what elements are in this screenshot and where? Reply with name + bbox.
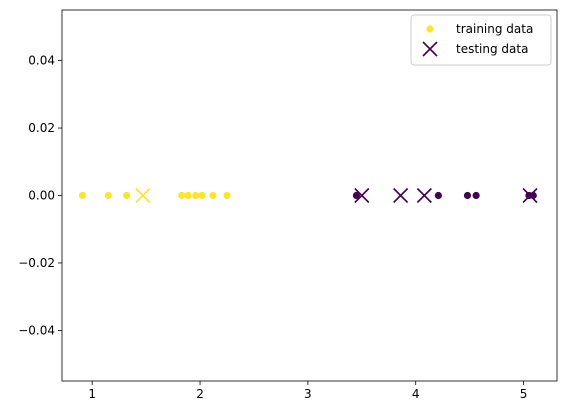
testing-point xyxy=(135,187,151,204)
x-marker-stroke xyxy=(393,187,409,204)
x-tick-label: 2 xyxy=(196,387,204,401)
x-tick-label: 5 xyxy=(520,387,528,401)
testing-point xyxy=(522,187,538,204)
training-point xyxy=(104,191,112,200)
x-axis-ticks: 1 2 3 4 5 xyxy=(88,381,527,401)
testing-point xyxy=(393,187,409,204)
training-point xyxy=(223,191,231,200)
legend-training-marker xyxy=(426,25,434,33)
y-tick-label: 0.02 xyxy=(28,121,55,135)
training-point xyxy=(123,191,131,200)
x-marker-stroke xyxy=(522,187,538,204)
x-marker-stroke xyxy=(416,187,432,204)
training-point xyxy=(192,191,200,200)
y-axis-ticks: −0.04 −0.02 0.00 0.02 0.04 xyxy=(18,54,62,337)
x-tick-label: 1 xyxy=(88,387,96,401)
training-point xyxy=(198,191,206,200)
axes-frame xyxy=(61,9,558,382)
training-point xyxy=(78,191,87,200)
x-marker-stroke xyxy=(354,187,370,204)
data-markers xyxy=(78,187,538,204)
training-point xyxy=(434,191,442,200)
testing-point xyxy=(416,187,432,204)
y-tick-label: 0.04 xyxy=(28,54,55,68)
y-tick-label: −0.04 xyxy=(18,323,55,337)
y-tick-label: −0.02 xyxy=(18,256,55,270)
x-tick-label: 3 xyxy=(304,387,312,401)
training-point xyxy=(472,191,480,200)
legend-training-label: training data xyxy=(456,22,533,36)
legend-testing-marker xyxy=(422,41,438,57)
y-tick-label: 0.00 xyxy=(28,189,55,203)
testing-point xyxy=(354,187,370,204)
x-tick-label: 4 xyxy=(412,387,420,401)
training-point xyxy=(352,191,361,200)
training-point xyxy=(178,191,186,200)
training-point xyxy=(209,191,217,200)
legend: training data testing data xyxy=(410,14,552,66)
x-marker-stroke xyxy=(422,41,438,57)
legend-box xyxy=(410,14,552,66)
x-marker-stroke xyxy=(135,187,151,204)
training-point xyxy=(184,191,192,200)
training-point xyxy=(463,191,472,200)
legend-testing-label: testing data xyxy=(456,42,528,56)
